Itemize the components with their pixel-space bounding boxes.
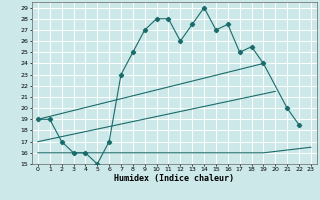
X-axis label: Humidex (Indice chaleur): Humidex (Indice chaleur) <box>115 174 234 183</box>
